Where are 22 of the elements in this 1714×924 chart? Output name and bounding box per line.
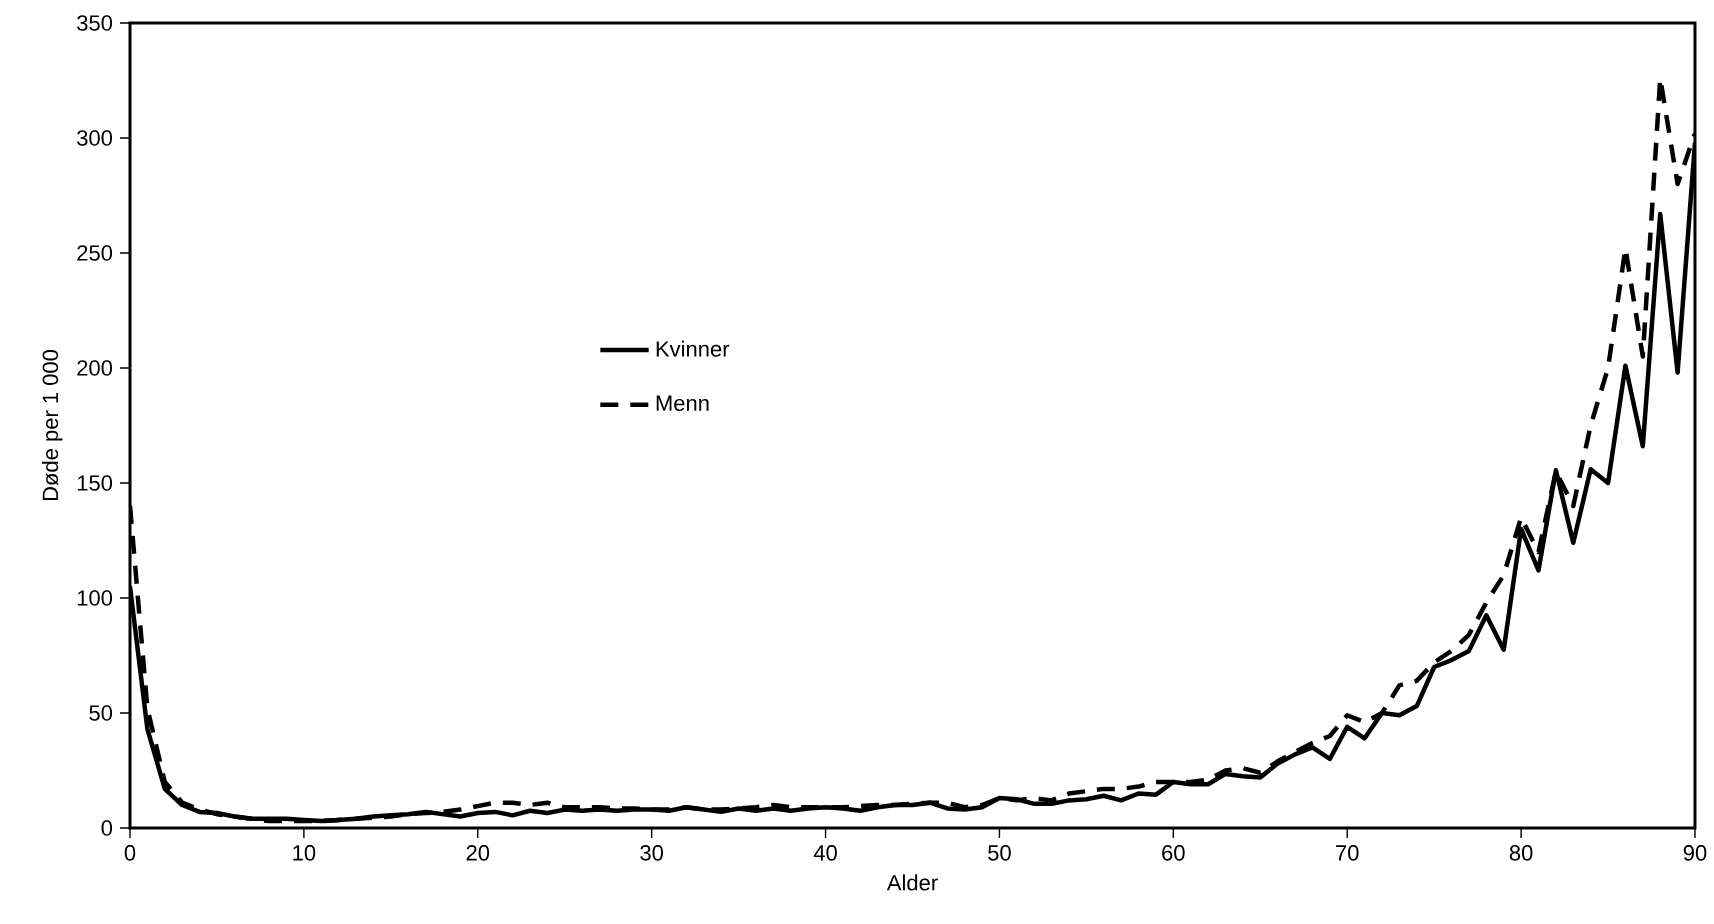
x-tick-label: 80 [1509,845,1533,861]
x-tick-label: 70 [1336,845,1359,861]
y-tick-label: 100 [77,590,113,606]
x-tick-label: 20 [466,845,490,861]
y-tick-label: 50 [89,705,113,721]
x-tick-label: 90 [1683,845,1707,861]
legend-label: Menn [656,395,709,411]
x-axis-title: Alder [886,874,938,891]
y-axis-title: Døde per 1 000 [42,349,63,501]
y-tick-label: 300 [77,130,113,146]
legend-label: Kvinner [656,340,730,357]
x-tick-label: 60 [1162,845,1185,861]
x-tick-label: 10 [293,845,316,861]
x-tick-label: 30 [640,845,664,861]
x-tick-label: 50 [988,845,1011,861]
y-tick-label: 350 [77,15,113,31]
x-tick-label: 0 [124,845,136,861]
y-tick-label: 0 [101,820,113,836]
y-tick-label: 200 [77,360,113,376]
y-tick-label: 150 [77,475,113,491]
y-tick-label: 250 [77,245,113,261]
x-tick-label: 40 [813,845,837,861]
